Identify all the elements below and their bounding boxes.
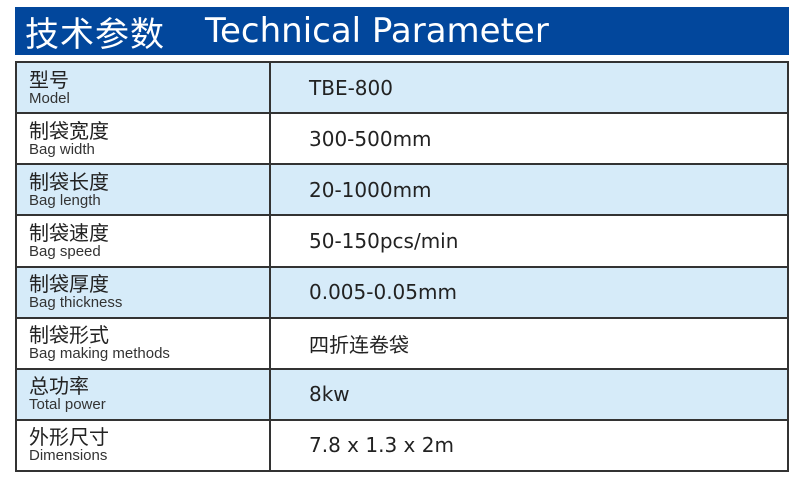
param-value: 7.8 x 1.3 x 2m: [269, 418, 789, 473]
table-row: 制袋形式 Bag making methods 四折连卷袋: [15, 316, 789, 370]
table-row: 制袋速度 Bag speed 50-150pcs/min: [15, 214, 789, 268]
param-label: 制袋厚度 Bag thickness: [15, 265, 271, 319]
param-label: 制袋形式 Bag making methods: [15, 316, 271, 370]
table-row: 制袋宽度 Bag width 300-500mm: [15, 112, 789, 166]
param-label-en: Bag making methods: [29, 345, 170, 363]
param-value: 0.005-0.05mm: [269, 265, 789, 319]
param-label-en: Bag width: [29, 140, 95, 158]
param-label-zh: 总功率: [29, 374, 89, 399]
param-value: 8kw: [269, 367, 789, 421]
param-label-en: Bag speed: [29, 242, 101, 260]
table-row: 外形尺寸 Dimensions 7.8 x 1.3 x 2m: [15, 418, 789, 473]
param-label-en: Bag thickness: [29, 294, 123, 312]
param-label-zh: 外形尺寸: [29, 425, 109, 450]
param-label-en: Bag length: [29, 191, 101, 209]
param-label-en: Dimensions: [29, 447, 108, 465]
param-label-zh: 制袋宽度: [29, 118, 109, 143]
parameter-table: 型号 Model TBE-800 制袋宽度 Bag width 300-500mm 制袋长度…: [15, 60, 789, 473]
table-row: 制袋厚度 Bag thickness 0.005-0.05mm: [15, 265, 789, 319]
param-label-zh: 制袋形式: [29, 323, 109, 348]
table-row: 制袋长度 Bag length 20-1000mm: [15, 163, 789, 217]
table-row: 型号 Model TBE-800: [15, 60, 789, 115]
param-label-en: Model: [29, 89, 70, 107]
param-label-zh: 制袋厚度: [29, 272, 109, 297]
param-label: 外形尺寸 Dimensions: [15, 418, 271, 473]
table-row: 总功率 Total power 8kw: [15, 367, 789, 421]
title-en: Technical Parameter: [205, 11, 549, 51]
param-label: 制袋长度 Bag length: [15, 163, 271, 217]
param-label: 型号 Model: [15, 60, 271, 115]
param-value: TBE-800: [269, 60, 789, 115]
param-value: 20-1000mm: [269, 163, 789, 217]
param-label-zh: 制袋长度: [29, 169, 109, 194]
title-zh: 技术参数: [25, 14, 165, 55]
param-label: 制袋速度 Bag speed: [15, 214, 271, 268]
param-label: 制袋宽度 Bag width: [15, 112, 271, 166]
param-value: 300-500mm: [269, 112, 789, 166]
param-value: 50-150pcs/min: [269, 214, 789, 268]
param-label-en: Total power: [29, 396, 106, 414]
param-label-zh: 型号: [29, 67, 69, 92]
param-label: 总功率 Total power: [15, 367, 271, 421]
param-value: 四折连卷袋: [269, 316, 789, 370]
param-label-zh: 制袋速度: [29, 220, 109, 245]
header-banner: 技术参数 Technical Parameter: [15, 7, 789, 55]
